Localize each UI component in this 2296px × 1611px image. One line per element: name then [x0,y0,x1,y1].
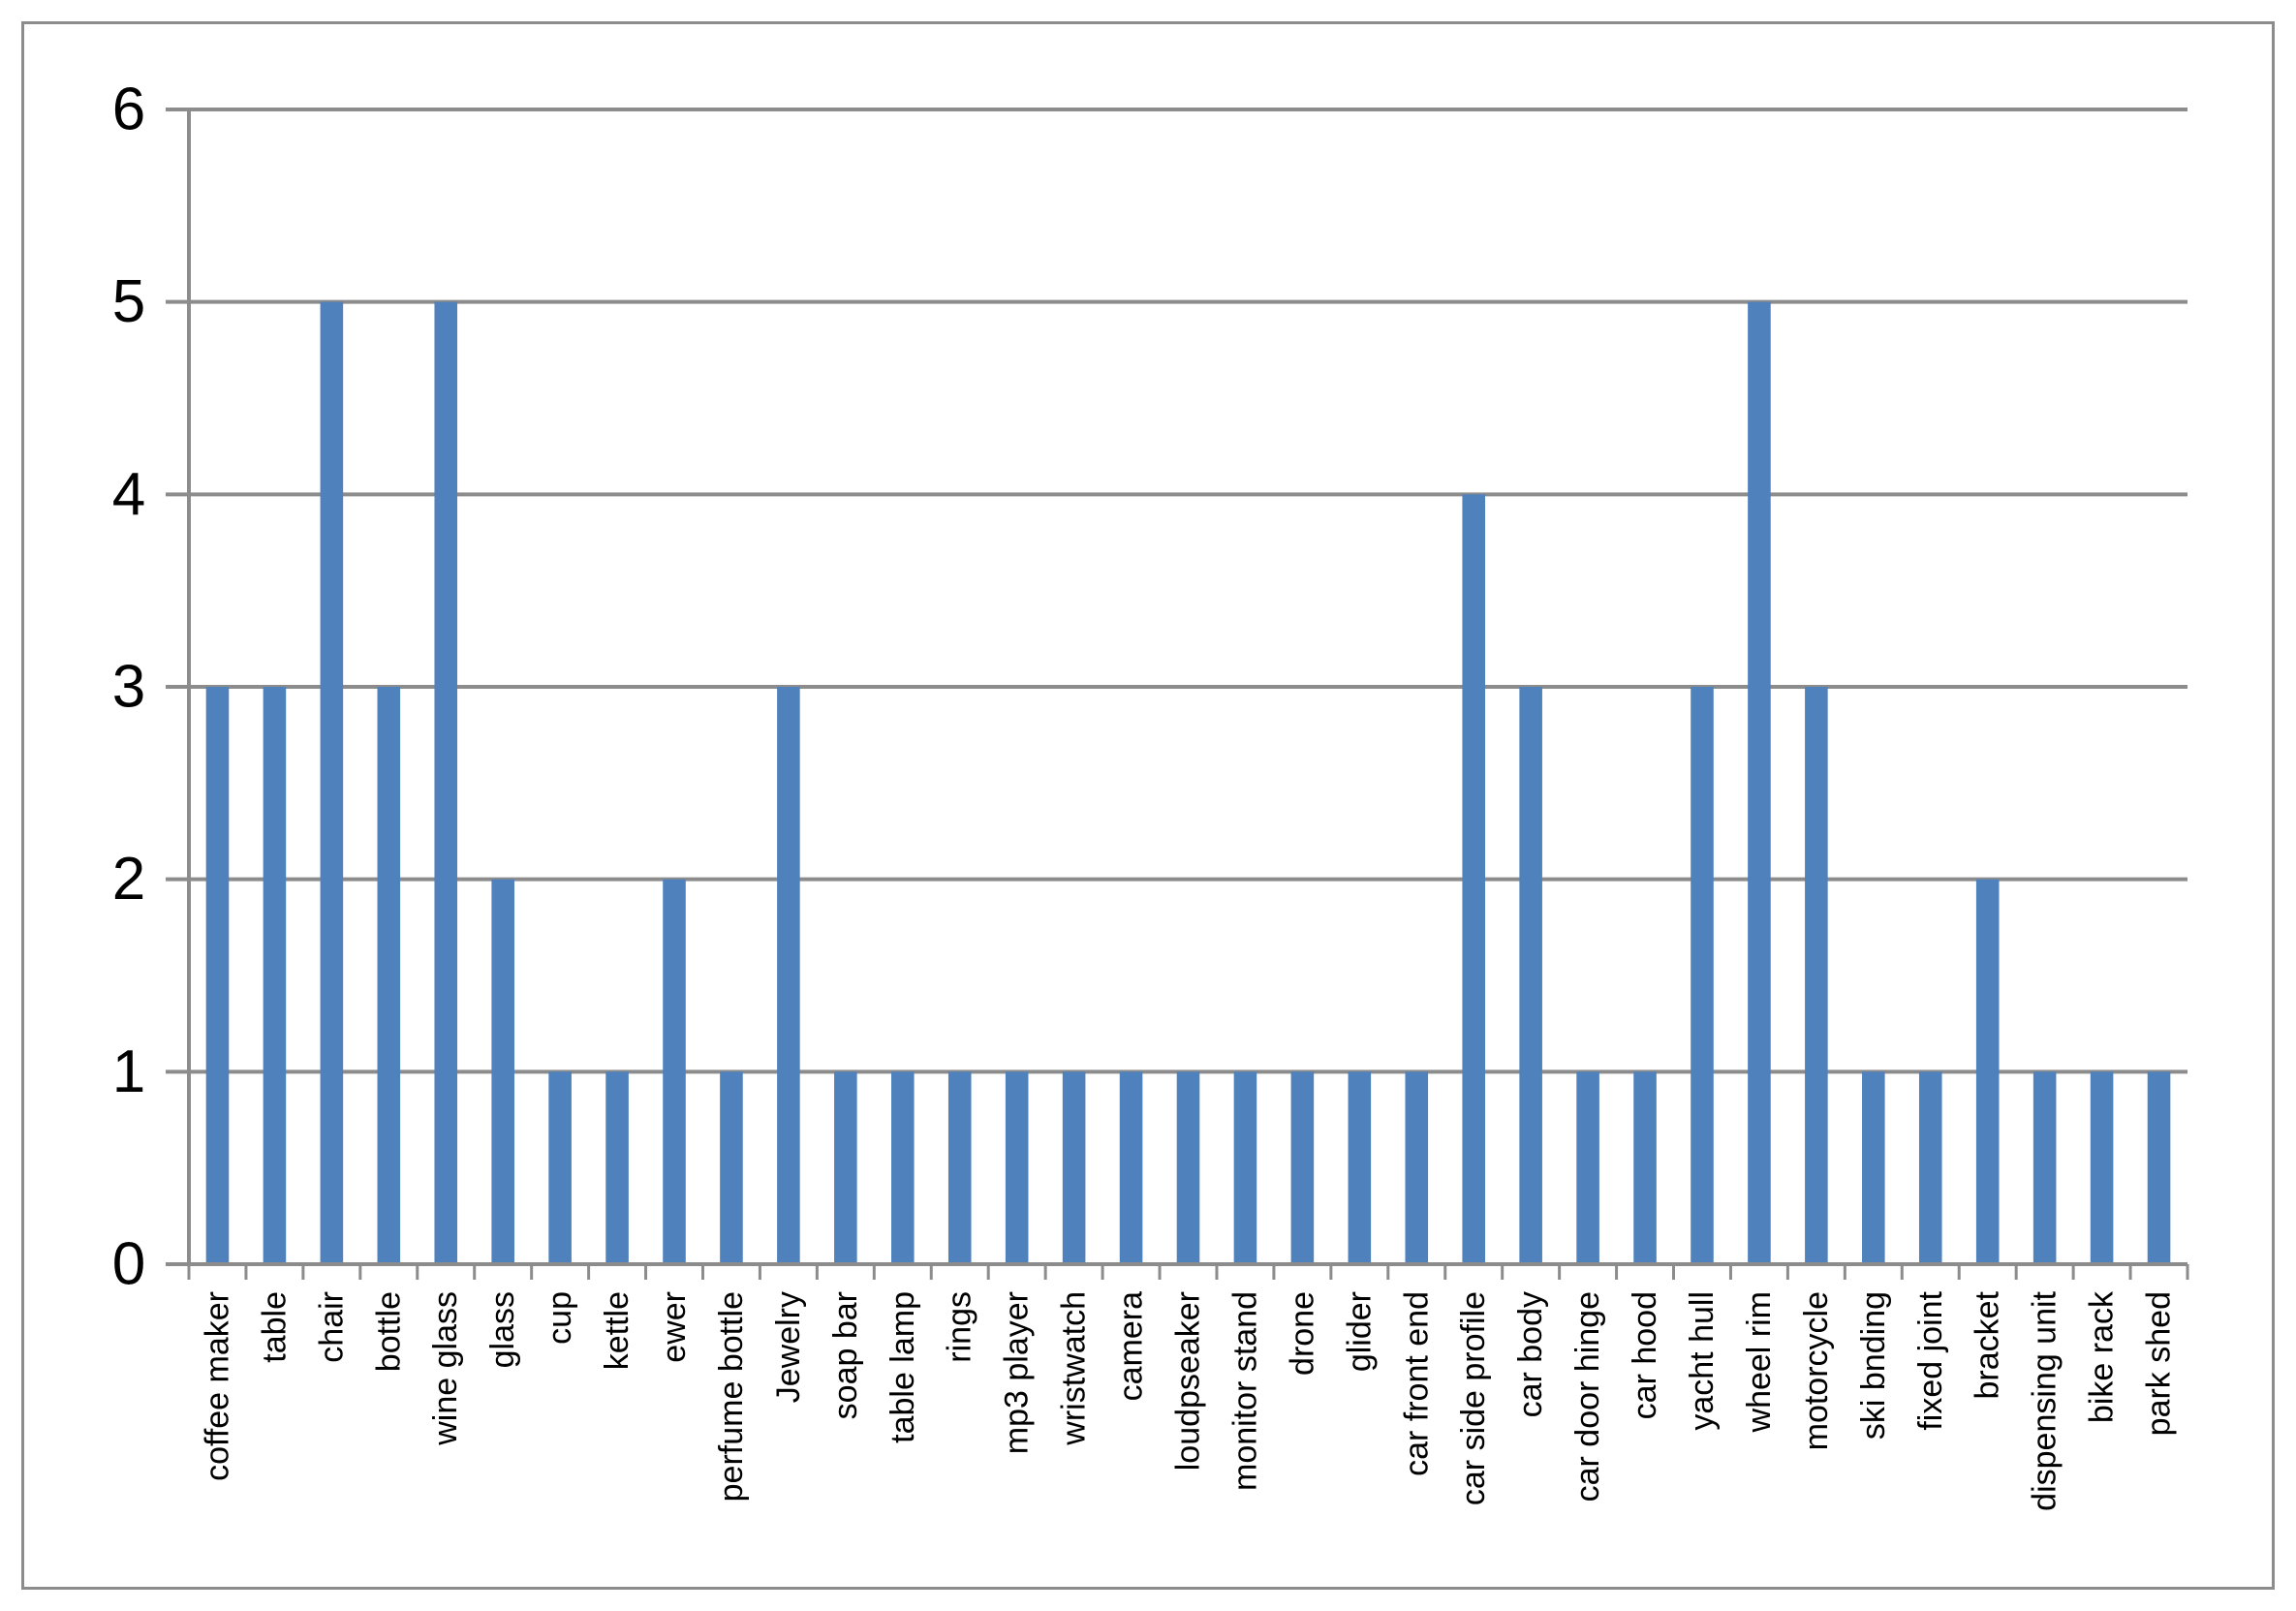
y-tick-label: 3 [112,654,145,721]
x-tick-label: fixed joint [1912,1290,1949,1430]
x-tick-label: kettle [599,1291,636,1370]
x-tick-label: car door hinge [1569,1291,1606,1502]
x-tick-label: cup [542,1291,578,1345]
bar [1176,1071,1200,1264]
bar [1975,879,2000,1264]
x-tick-label: wine glass [427,1291,464,1446]
bar [263,687,287,1264]
x-tick-label: loudpseaker [1170,1291,1207,1471]
bar [1805,687,1828,1264]
bar [1462,494,1486,1264]
x-tick-label: drone [1284,1291,1320,1376]
bar [377,687,401,1264]
x-tick-label: bike rack [2084,1290,2121,1423]
x-tick-label: perfume bottle [713,1291,750,1502]
bar [2147,1071,2171,1264]
x-tick-label: bottle [370,1291,407,1372]
bar [1348,1071,1372,1264]
x-tick-label: wristwatch [1056,1291,1093,1446]
y-tick-label: 2 [112,846,145,913]
bar [605,1071,629,1264]
bar [491,879,514,1264]
bar [2090,1071,2114,1264]
bar [1119,1071,1143,1264]
y-tick-label: 0 [112,1231,145,1298]
bar [2032,1071,2057,1264]
x-tick-label: ewer [656,1291,693,1363]
x-tick-label: coffee maker [199,1291,235,1481]
bar [1519,687,1542,1264]
gridlines [189,108,2187,1074]
bar [890,1071,915,1264]
axes [166,108,2189,1280]
x-tick-label: table [256,1291,293,1363]
x-tick-label: car body [1512,1291,1549,1417]
y-tick-label: 6 [112,77,145,143]
x-tick-label: ski bnding [1855,1291,1892,1440]
bar [1290,1071,1315,1264]
x-tick-label: monitor stand [1226,1291,1263,1491]
bar [1233,1071,1257,1264]
x-tick-label: bracket [1970,1290,2006,1399]
bar [320,301,344,1265]
x-tick-label: Jewelry [770,1291,807,1403]
bar [1405,1071,1429,1264]
bar [434,301,458,1265]
x-tick-label: soap bar [827,1291,864,1419]
bar [947,1071,972,1264]
y-tick-label: 4 [112,461,145,528]
x-tick-label: wheel rim [1741,1291,1778,1433]
x-tick-label: car front end [1398,1291,1435,1476]
x-tick-label: dispensing unit [2027,1290,2063,1510]
x-tick-label: car hood [1627,1291,1663,1419]
x-tick-label: park shed [2141,1291,2178,1436]
x-tick-label: mp3 player [999,1291,1036,1454]
bar [777,687,800,1264]
x-tick-label: chair [313,1291,350,1363]
y-tick-label: 1 [112,1038,145,1105]
bar [1633,1071,1657,1264]
x-tick-label: motorcycle [1798,1291,1835,1450]
y-tick-label: 5 [112,268,145,335]
bar [1691,687,1714,1264]
x-tick-label: camera [1113,1291,1150,1401]
x-tick-label: glider [1341,1291,1378,1372]
bar [1748,301,1771,1265]
bars [205,301,2171,1265]
bar [1062,1071,1086,1264]
y-tick-labels: 0 1 2 3 4 5 6 [112,77,145,1298]
x-tick-label: yacht hull [1684,1291,1721,1431]
x-tick-label: table lamp [884,1291,921,1443]
bar [1918,1071,1942,1264]
bar [663,879,686,1264]
x-tick-label: rings [942,1291,978,1363]
x-tick-label: glass [484,1291,521,1368]
bar [834,1071,857,1264]
bar [205,687,230,1264]
bar [548,1071,572,1264]
x-tick-label: car side profile [1455,1291,1492,1505]
bar [1576,1071,1599,1264]
bar [1005,1071,1029,1264]
bar [1862,1071,1885,1264]
x-tick-labels: coffee maker table chair bottle wine glass gl… [199,1290,2177,1511]
bar [720,1071,743,1264]
